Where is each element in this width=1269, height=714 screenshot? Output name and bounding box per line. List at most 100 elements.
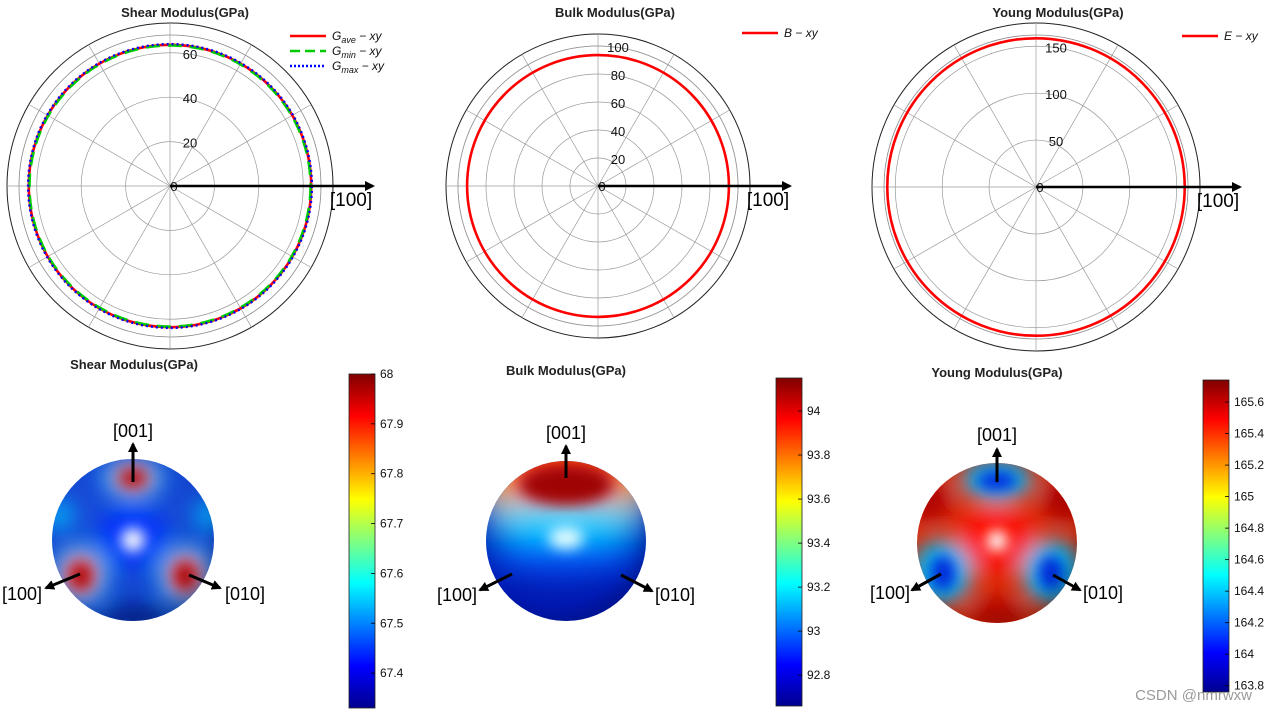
- polar-grid-spoke: [88, 185, 171, 328]
- r-tick-label: 100: [1045, 87, 1067, 102]
- colorbar-tick-label: 92.8: [807, 668, 831, 682]
- shear-surface-panel: Shear Modulus(GPa): [2, 357, 404, 709]
- colorbar-tick-label: 93.6: [807, 492, 831, 506]
- colorbar-tick-label: 93.8: [807, 448, 831, 462]
- colorbar-tick-label: 163.8: [1234, 679, 1264, 693]
- axis-010-label: [010]: [225, 584, 265, 604]
- chart-title: Shear Modulus(GPa): [121, 5, 249, 20]
- watermark: CSDN @nmrwxw: [1135, 687, 1252, 704]
- colorbar: 165.6 165.4 165.2 165 164.8 164.6 164.4 164.2 16…: [1202, 379, 1264, 693]
- colorbar-tick-label: 164: [1234, 647, 1254, 661]
- colorbar-tick-label: 67.4: [380, 666, 404, 680]
- colorbar-tick-label: 165.4: [1234, 427, 1264, 441]
- polar-grid-spoke: [88, 44, 171, 187]
- colorbar-tick-label: 165: [1234, 490, 1254, 504]
- r-tick-label: 40: [611, 124, 625, 139]
- polar-grid-spoke: [169, 104, 312, 187]
- polar-grid-spoke: [169, 185, 252, 328]
- colorbar-tick-label: 93: [807, 624, 821, 638]
- r-tick-label: 60: [183, 47, 197, 62]
- axis-100-arrow: [478, 572, 513, 592]
- polar-grid-spoke: [521, 54, 599, 187]
- axis-100-label: [100]: [437, 585, 477, 605]
- polar-grid-spoke: [1035, 186, 1119, 330]
- polar-grid-spoke: [28, 104, 171, 187]
- axis-010-arrow: [1052, 573, 1082, 592]
- crystal-axes: [001] [100] [010]: [870, 425, 1123, 603]
- legend-entry: Gmax − xy: [332, 59, 385, 75]
- crystal-axes: [001] [100] [010]: [2, 421, 265, 604]
- polar-grid-spoke: [1035, 44, 1119, 188]
- r-tick-label: 20: [611, 152, 625, 167]
- colorbar-tick-label: 164.2: [1234, 616, 1264, 630]
- polar-grid-spoke: [893, 186, 1037, 270]
- polar-plot: 020406080100[100]B − xy: [445, 26, 819, 339]
- young-surface-panel: Young Modulus(GPa): [870, 365, 1264, 693]
- axis-001-label: [001]: [546, 423, 586, 443]
- chart-title: Bulk Modulus(GPa): [506, 363, 626, 378]
- polar-grid-spoke: [953, 186, 1037, 330]
- axis-100-label: [100]: [870, 583, 910, 603]
- direction-label: [100]: [747, 190, 789, 211]
- shear-polar-panel: Shear Modulus(GPa) 0204060[100]Gave − xy…: [6, 5, 385, 350]
- colorbar-tick-label: 67.7: [380, 517, 404, 531]
- colorbar: 68 67.9 67.8 67.7 67.6 67.5 67.4: [348, 367, 404, 709]
- shear-modulus-sphere: [52, 459, 214, 621]
- r-tick-label: 40: [183, 91, 197, 106]
- polar-grid-spoke: [169, 44, 252, 187]
- r-tick-label: 100: [607, 40, 629, 55]
- legend-entry: Gmin − xy: [332, 44, 383, 60]
- bulk-surface-panel: Bulk Modulus(GPa) [001] [100] [010] 94 93…: [437, 363, 831, 707]
- polar-grid-spoke: [466, 185, 599, 263]
- axis-001-label: [001]: [113, 421, 153, 441]
- polar-grid-spoke: [28, 185, 171, 268]
- r-tick-label: 80: [611, 68, 625, 83]
- bulk-polar-panel: Bulk Modulus(GPa) 020406080100[100]B − x…: [445, 5, 819, 339]
- polar-grid-spoke: [953, 44, 1037, 188]
- polar-grid-spoke: [466, 109, 599, 187]
- polar-grid-spoke: [1035, 186, 1179, 270]
- polar-grid-spoke: [521, 185, 599, 318]
- colorbar-tick-label: 67.6: [380, 566, 404, 580]
- direction-label: [100]: [330, 190, 372, 211]
- direction-label: [100]: [1197, 191, 1239, 212]
- polar-grid-spoke: [597, 185, 675, 318]
- polar-grid-spoke: [1035, 104, 1179, 188]
- colorbar-gradient: [1202, 379, 1230, 693]
- axis-001-label: [001]: [977, 425, 1017, 445]
- legend-entry: E − xy: [1224, 29, 1259, 43]
- axis-010-label: [010]: [655, 585, 695, 605]
- chart-title: Shear Modulus(GPa): [70, 357, 198, 372]
- axis-100-arrow: [910, 572, 942, 592]
- colorbar-gradient: [348, 373, 376, 709]
- legend-entry: Gave − xy: [332, 29, 383, 45]
- colorbar-tick-label: 165.6: [1234, 395, 1264, 409]
- colorbar-tick-label: 67.5: [380, 616, 404, 630]
- polar-grid-spoke: [893, 104, 1037, 188]
- colorbar-tick-label: 164.4: [1234, 584, 1264, 598]
- colorbar-tick-label: 67.8: [380, 467, 404, 481]
- r-tick-label: 50: [1049, 134, 1063, 149]
- axis-100-label: [100]: [2, 584, 42, 604]
- crystal-axes: [001] [100] [010]: [437, 423, 695, 605]
- axis-010-arrow: [620, 573, 654, 593]
- r-tick-label: 150: [1045, 40, 1067, 55]
- colorbar-tick-label: 93.4: [807, 536, 831, 550]
- polar-grid-spoke: [597, 185, 730, 263]
- axis-100-arrow: [44, 572, 81, 590]
- young-modulus-sphere: [917, 463, 1077, 623]
- polar-plot: 050100150[100]E − xy: [871, 22, 1259, 352]
- colorbar-tick-label: 67.9: [380, 417, 404, 431]
- colorbar: 94 93.8 93.6 93.4 93.2 93 92.8: [775, 377, 831, 707]
- colorbar-gradient: [775, 377, 803, 707]
- colorbar-tick-label: 94: [807, 404, 821, 418]
- colorbar-tick-label: 68: [380, 367, 394, 381]
- polar-grid-spoke: [169, 185, 312, 268]
- colorbar-tick-label: 93.2: [807, 580, 831, 594]
- axis-010-arrow: [188, 573, 222, 590]
- colorbar-tick-label: 164.8: [1234, 521, 1264, 535]
- r-tick-label: 20: [183, 136, 197, 151]
- legend-entry: B − xy: [784, 26, 819, 40]
